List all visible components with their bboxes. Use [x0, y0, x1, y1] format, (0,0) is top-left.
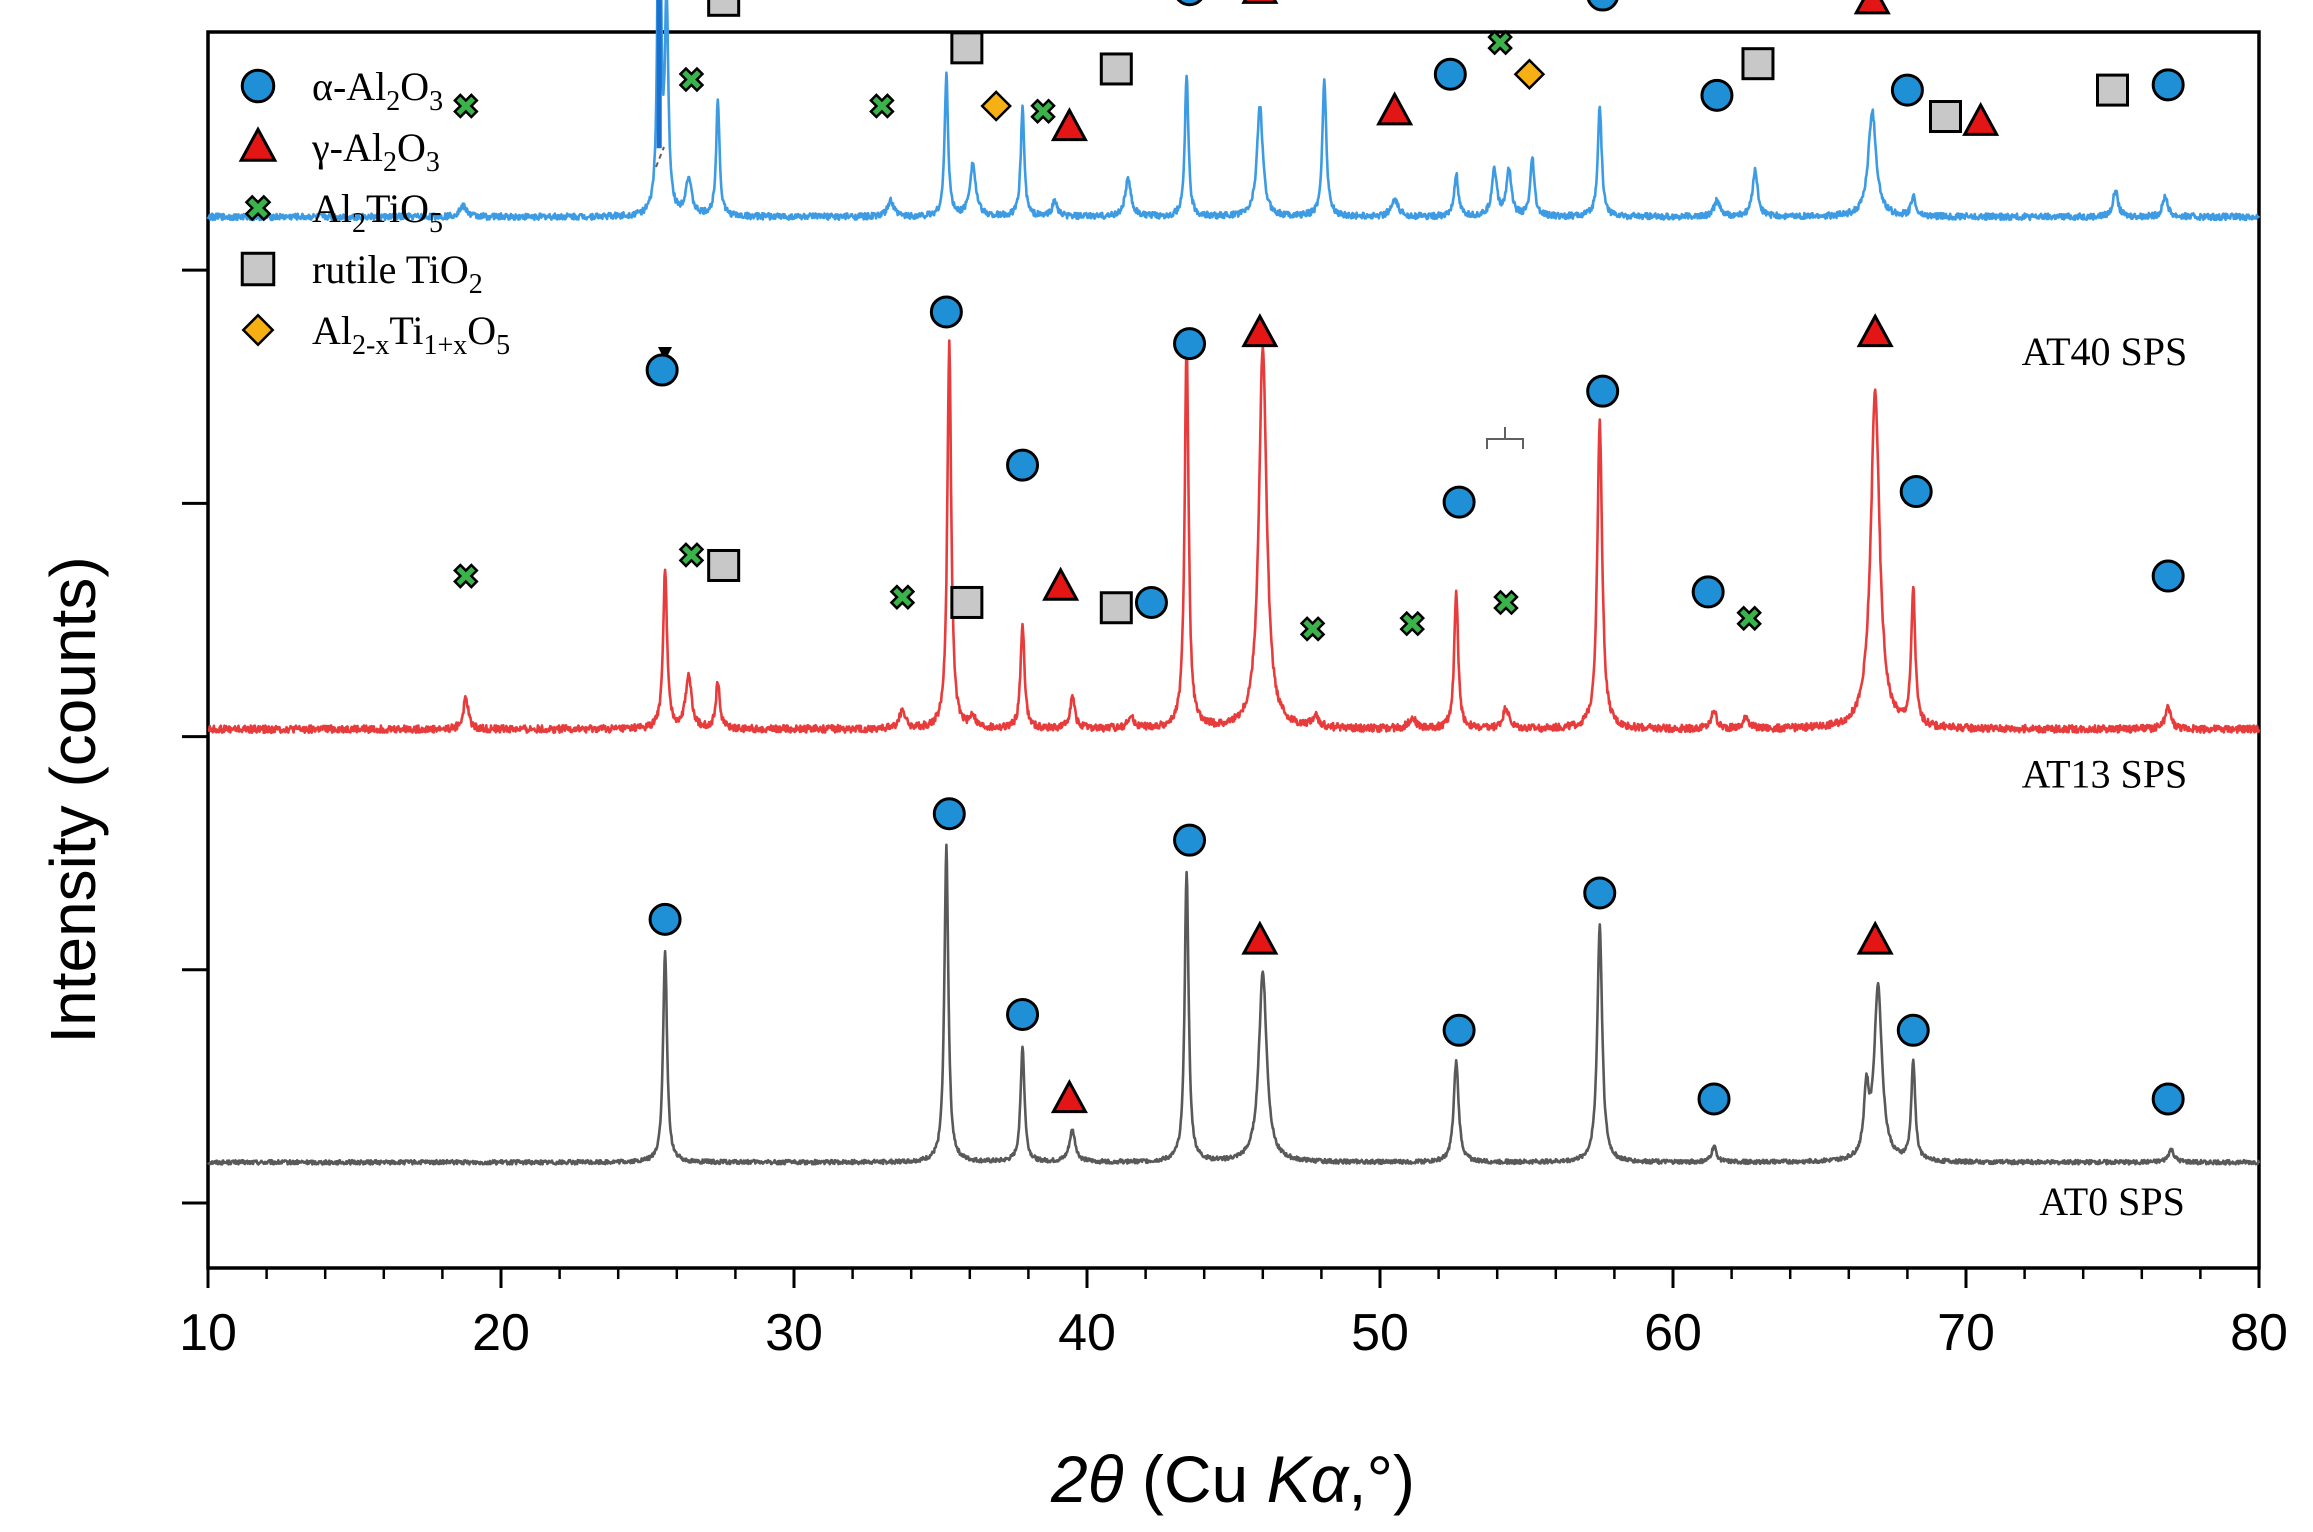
series-label: AT13 SPS — [2022, 751, 2188, 796]
alpha-al2o3-marker — [2151, 1082, 2185, 1116]
x-tick-label: 20 — [472, 1304, 530, 1362]
alpha-al2o3-marker — [240, 68, 276, 104]
alpha-al2o3-marker — [1583, 876, 1617, 910]
series-labels: AT0 SPS AT13 SPS AT40 SPS — [2022, 329, 2188, 1224]
x-tick-label: 30 — [765, 1304, 823, 1362]
rutile-tio2-marker — [950, 31, 984, 65]
alpha-al2o3-marker — [2151, 68, 2185, 102]
rutile-tio2-marker — [1099, 52, 1133, 86]
al2tio5-marker — [1487, 29, 1513, 56]
alpha-al2o3-marker — [929, 295, 963, 329]
alpha-al2o3-marker — [1899, 475, 1933, 509]
x-axis: 10 20 30 40 50 60 70 80 — [179, 1268, 2288, 1362]
alpha-al2o3-marker — [1896, 1013, 1930, 1047]
series-label: AT0 SPS — [2039, 1179, 2185, 1224]
series-line-at40-sps — [206, 0, 2261, 222]
al2-xti1-xo5-marker — [241, 313, 275, 347]
al2-xti1-xo5-marker — [1513, 58, 1546, 91]
alpha-al2o3-marker — [1697, 1082, 1731, 1116]
legend-label: α-Al2O3 — [312, 64, 443, 117]
al2-xti1-xo5-marker — [980, 90, 1012, 122]
rutile-tio2-marker — [707, 548, 741, 582]
alpha-al2o3-marker — [1176, 0, 1203, 7]
x-tick-label: 70 — [1937, 1304, 1995, 1362]
alpha-al2o3-marker — [2151, 559, 2185, 593]
al2tio5-marker — [1493, 589, 1519, 616]
alpha-al2o3-marker — [648, 902, 682, 936]
gamma-al2o3-marker — [1241, 0, 1279, 4]
rutile-tio2-marker — [950, 585, 984, 619]
marker-layer — [453, 0, 2185, 1116]
gamma-al2o3-marker — [238, 126, 278, 162]
alpha-al2o3-marker — [1173, 823, 1207, 857]
rutile-tio2-marker — [1741, 47, 1775, 81]
gamma-al2o3-marker — [1856, 313, 1894, 348]
gamma-al2o3-marker — [1050, 107, 1088, 142]
series-line-at13-sps — [207, 339, 2261, 735]
alpha-al2o3-marker — [1691, 575, 1725, 609]
gamma-al2o3-marker — [1856, 920, 1894, 955]
y-axis — [182, 268, 208, 1205]
series-layer — [206, 0, 2261, 1166]
gamma-al2o3-marker — [1376, 91, 1414, 126]
al2tio5-marker — [453, 93, 479, 119]
gamma-al2o3-marker — [1042, 566, 1080, 601]
gamma-al2o3-marker — [1962, 101, 2000, 136]
al2tio5-marker — [1736, 605, 1762, 632]
gamma-al2o3-marker — [1853, 0, 1891, 15]
rutile-tio2-marker — [1099, 591, 1133, 625]
legend-label: rutile TiO2 — [312, 247, 483, 300]
alpha-al2o3-marker — [932, 797, 966, 831]
plot-area: AT0 SPS AT13 SPS AT40 SPS — [206, 0, 2261, 1270]
gamma-al2o3-marker — [1050, 1079, 1088, 1114]
series-line-at0-sps — [206, 843, 2261, 1166]
rutile-tio2-marker — [2096, 73, 2129, 107]
plot-frame — [206, 30, 2261, 1270]
al2tio5-marker — [453, 563, 479, 589]
x-tick-label: 50 — [1351, 1304, 1409, 1362]
alpha-al2o3-marker — [1890, 73, 1924, 107]
alpha-al2o3-marker — [1134, 585, 1168, 619]
legend-label: Al2TiO5 — [312, 186, 443, 239]
al2tio5-marker — [244, 194, 272, 222]
alpha-al2o3-marker — [1173, 327, 1207, 361]
alpha-al2o3-marker — [1586, 0, 1619, 12]
alpha-al2o3-marker — [1006, 448, 1040, 482]
rutile-tio2-marker — [240, 251, 276, 287]
al2tio5-marker — [678, 66, 705, 93]
doublet-bracket — [1486, 427, 1524, 449]
al2tio5-marker — [1030, 98, 1056, 124]
x-tick-label: 80 — [2230, 1304, 2288, 1362]
x-tick-label: 40 — [1058, 1304, 1116, 1362]
alpha-al2o3-marker — [1433, 57, 1467, 91]
alpha-al2o3-marker — [1006, 997, 1040, 1031]
alpha-al2o3-marker — [1442, 485, 1476, 519]
y-axis-label: Intensity (counts) — [37, 556, 109, 1043]
gamma-al2o3-marker — [1241, 920, 1279, 955]
x-tick-label: 60 — [1644, 1304, 1702, 1362]
al2tio5-marker — [1399, 610, 1425, 637]
alpha-al2o3-marker — [645, 353, 679, 387]
rutile-tio2-marker — [707, 0, 741, 17]
al2tio5-marker — [678, 542, 705, 568]
peak-pointer-dashed-line — [655, 146, 665, 168]
series-label: AT40 SPS — [2022, 329, 2188, 374]
alpha-al2o3-marker — [1442, 1013, 1476, 1047]
al2tio5-marker — [869, 93, 895, 119]
al2tio5-marker — [1299, 616, 1326, 642]
rutile-tio2-marker — [1928, 100, 1962, 134]
al2tio5-marker — [889, 584, 916, 610]
legend: α-Al2O3 γ-Al2O3 Al2TiO5 rutile TiO2 Al2-xTi1… — [238, 64, 510, 361]
x-tick-label: 10 — [179, 1304, 237, 1362]
legend-label: γ-Al2O3 — [311, 125, 440, 178]
x-axis-label: 2θ (Cu Kα,°) — [1050, 1442, 1415, 1516]
alpha-al2o3-marker — [1586, 374, 1620, 408]
gamma-al2o3-marker — [1241, 313, 1279, 348]
legend-label: Al2-xTi1+xO5 — [312, 308, 510, 361]
alpha-al2o3-marker — [1700, 78, 1734, 112]
